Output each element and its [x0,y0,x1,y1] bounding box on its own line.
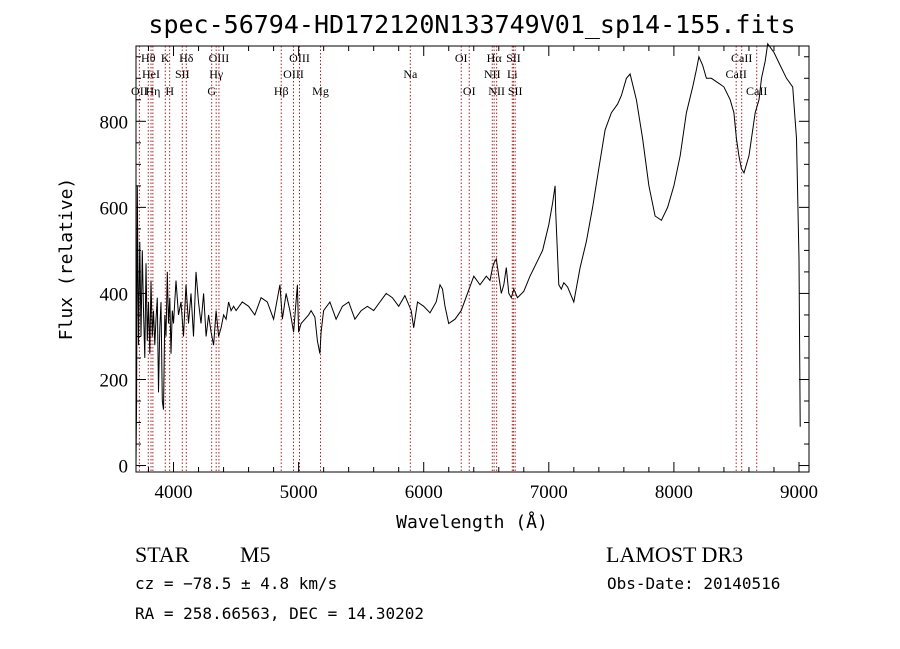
y-tick-label: 600 [100,198,129,219]
line-label-17: OI [463,84,476,98]
axis-ticks: 4000 5000 6000 7000 8000 9000 0 200 400 600 800 [100,46,818,503]
line-label-7: Hδ [179,51,194,65]
object-class: STAR [135,542,190,567]
line-label-24: CaII [726,67,747,81]
y-tick-label: 200 [100,370,129,391]
line-label-23: SII [508,84,523,98]
line-label-25: CaII [731,51,752,65]
y-tick-label: 0 [119,457,129,478]
spectral-line-markers [138,46,758,472]
x-tick-label: 8000 [655,482,693,503]
line-label-5: H [165,84,174,98]
x-tick-label: 4000 [155,482,193,503]
line-label-15: Na [403,67,418,81]
redshift-velocity: cz = −78.5 ± 4.8 km/s [135,574,337,593]
line-label-13: OIII [289,51,310,65]
line-label-14: Mg [312,84,329,98]
line-label-0: OII [131,84,148,98]
line-label-21: Li [507,67,518,81]
line-label-8: Hγ [209,67,224,81]
sky-coordinates: RA = 258.66563, DEC = 14.30202 [135,604,424,623]
line-label-18: NII [484,67,501,81]
line-label-19: Hα [487,51,503,65]
line-label-9: G [207,84,216,98]
x-axis-label: Wavelength (Å) [396,511,548,533]
line-label-2: HeI [142,67,160,81]
line-label-16: OI [455,51,468,65]
survey-name: LAMOST DR3 [606,542,743,567]
line-label-1: Hθ [141,51,156,65]
x-tick-label: 5000 [280,482,318,503]
x-tick-label: 9000 [780,482,818,503]
plot-frame [135,45,810,473]
line-label-11: Hβ [274,84,289,98]
chart-title: spec-56794-HD172120N133749V01_sp14-155.f… [148,10,795,39]
flux-series-line [135,42,801,466]
object-subclass: M5 [240,542,271,567]
y-axis-label: Flux (relative) [56,178,77,341]
line-label-12: OIII [283,67,304,81]
y-tick-label: 800 [100,112,129,133]
line-label-22: SII [506,51,521,65]
x-tick-label: 6000 [405,482,443,503]
line-label-6: SII [175,67,190,81]
line-label-26: CaII [746,84,767,98]
y-tick-label: 400 [100,284,129,305]
line-label-3: Hη [145,84,160,98]
line-label-10: OIII [209,51,230,65]
line-label-4: K [161,51,170,65]
line-label-20: NII [488,84,505,98]
x-tick-label: 7000 [530,482,568,503]
spectral-line-labels: OIIHθHeIHηKHSIIHδHγGOIIIHβOIIIOIIIMgNaOI… [131,51,767,98]
observation-date: Obs-Date: 20140516 [607,574,780,593]
